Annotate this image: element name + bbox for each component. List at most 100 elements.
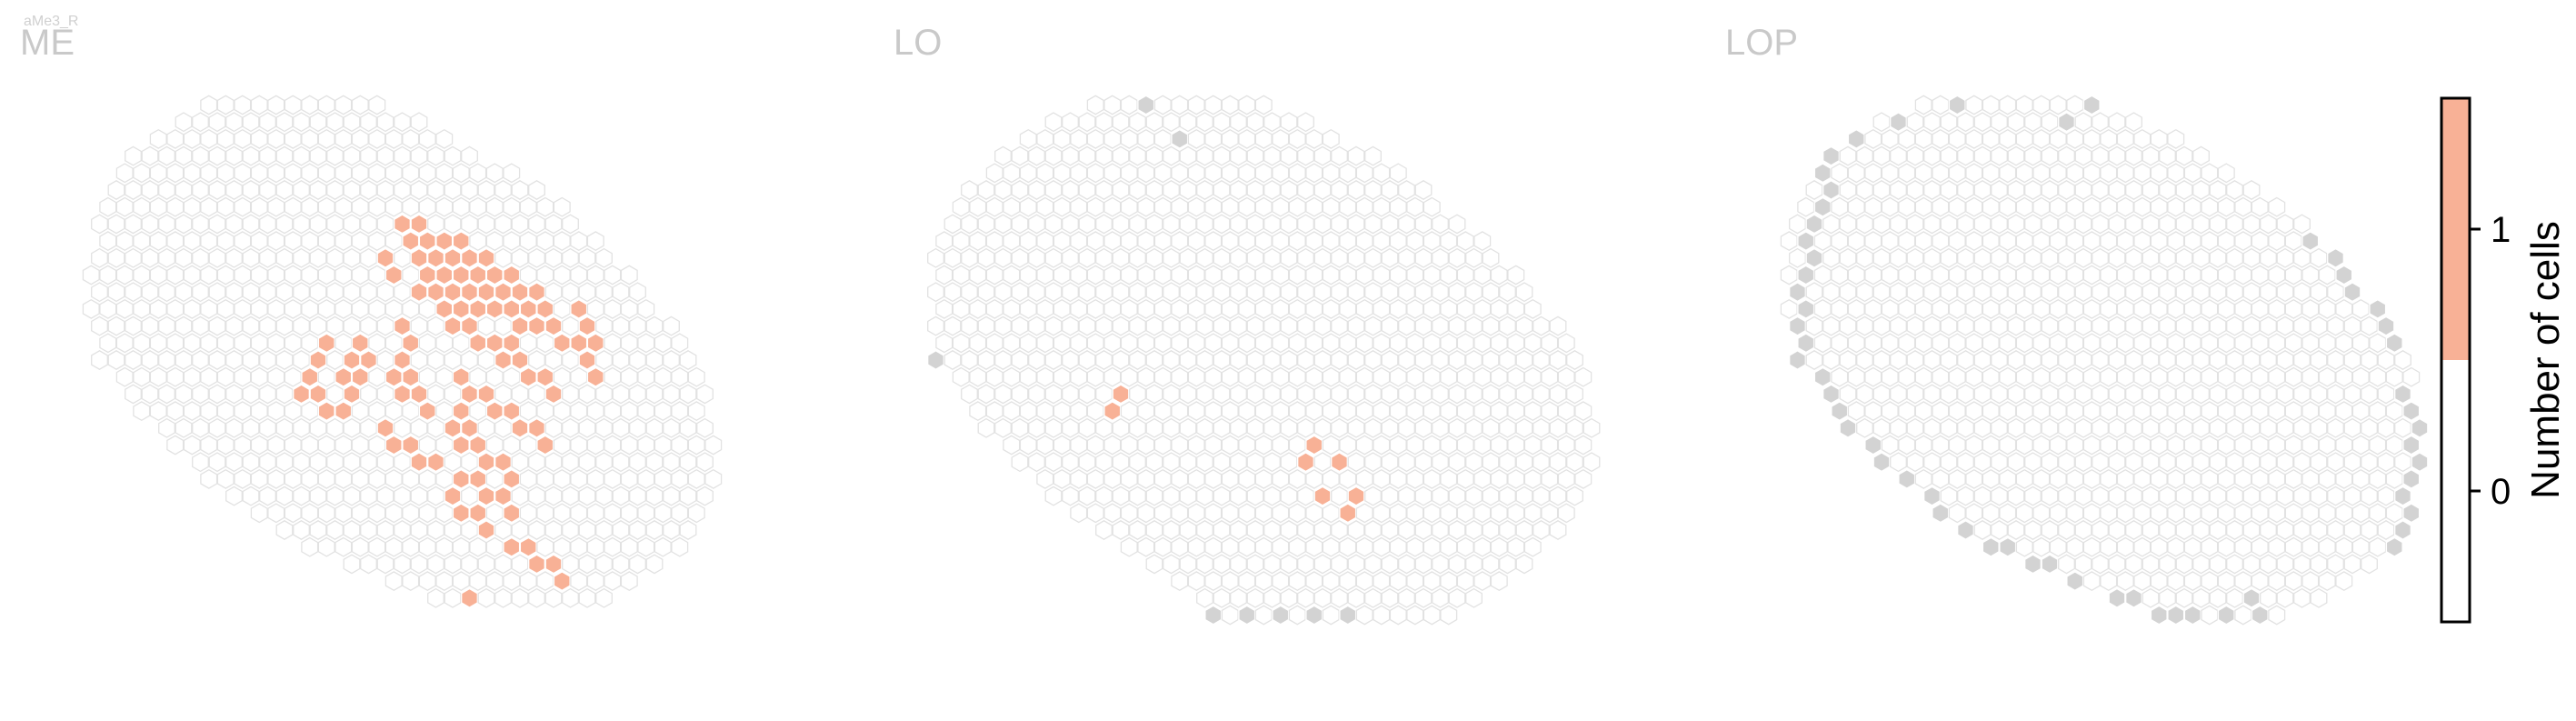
hex-cell <box>511 520 529 540</box>
hex-cell <box>2015 231 2033 252</box>
hex-cell <box>704 435 723 456</box>
hex-cell <box>1507 265 1525 285</box>
hex-cell <box>225 384 243 405</box>
hex-cell <box>259 417 276 438</box>
hex-cell <box>1364 214 1382 235</box>
hex-cell <box>343 112 361 133</box>
hex-cell <box>2192 145 2210 166</box>
hex-cell <box>1120 128 1138 149</box>
hex-cell <box>2049 231 2067 252</box>
hex-cell <box>1246 145 1264 166</box>
hex-cell <box>1831 333 1849 354</box>
hex-cell <box>1965 333 1983 354</box>
hex-cell <box>2041 145 2059 166</box>
hex-cell <box>376 350 394 370</box>
hex-cell <box>1355 333 1373 354</box>
hex-cell <box>1019 265 1037 285</box>
hex-cell <box>1196 486 1213 506</box>
hex-cell <box>1948 231 1966 252</box>
hex-cell <box>1204 163 1223 184</box>
hex-cell <box>1053 401 1071 422</box>
hex-cell <box>309 452 327 473</box>
hex-cell <box>1078 417 1096 438</box>
hex-cell <box>175 384 193 405</box>
hex-cell <box>1078 247 1096 268</box>
hex-cell <box>402 468 420 489</box>
hex-cell <box>1839 384 1857 405</box>
hex-cell <box>511 587 529 608</box>
hex-cell <box>696 452 714 473</box>
hex-cell <box>384 401 403 422</box>
hex-cell <box>225 112 243 133</box>
hex-cell <box>1204 231 1223 252</box>
hex-cell <box>1898 196 1916 217</box>
hex-cell <box>2402 366 2421 387</box>
hex-cell <box>192 417 209 438</box>
hex-cell-count-1 <box>1331 452 1348 473</box>
hex-cell <box>2293 214 2311 235</box>
hex-cell <box>1847 265 1865 285</box>
hex-cell <box>1339 366 1357 387</box>
hex-cell <box>2041 417 2059 438</box>
hex-cell <box>250 128 268 149</box>
hex-cell <box>1070 468 1088 489</box>
hex-cell <box>544 350 563 370</box>
hex-cell <box>1347 315 1365 336</box>
hex-cell <box>1053 298 1071 319</box>
hex-cell <box>326 452 344 473</box>
hex-cell <box>1389 366 1407 387</box>
hex-cell <box>2327 350 2344 370</box>
hex-cell <box>1187 265 1205 285</box>
hex-cell <box>1280 452 1298 473</box>
hex-cell <box>2251 571 2269 592</box>
hex-cell <box>1288 333 1306 354</box>
hex-cell <box>1230 247 1247 268</box>
hex-cell <box>570 366 588 387</box>
hex-cell <box>1864 128 1882 149</box>
hex-cell <box>2159 486 2176 506</box>
hex-cell-count-1 <box>485 298 504 319</box>
hex-cell <box>595 520 613 540</box>
hex-cell <box>977 247 995 268</box>
hex-cell <box>2092 180 2109 200</box>
hex-cell <box>2015 298 2033 319</box>
hex-cell <box>1831 231 1849 252</box>
hex-cell <box>1364 247 1382 268</box>
hex-cell <box>1280 384 1298 405</box>
colorbar: 1 0 Number of cells <box>2440 96 2568 624</box>
hex-cell <box>384 333 403 354</box>
hex-cell <box>1414 452 1433 473</box>
hex-cell <box>301 163 319 184</box>
hex-cell <box>1288 163 1306 184</box>
hex-cell <box>242 452 260 473</box>
hex-cell <box>2049 163 2067 184</box>
hex-cell <box>595 282 613 303</box>
hex-cell <box>1053 333 1071 354</box>
hex-cell <box>334 435 353 456</box>
hex-cell <box>2301 503 2320 524</box>
hex-cell <box>275 452 294 473</box>
hex-cell <box>1103 95 1122 115</box>
hex-cell <box>1288 128 1306 149</box>
hex-cell <box>1163 214 1180 235</box>
hex-cell <box>1145 417 1163 438</box>
hex-cell-gray <box>1171 128 1189 149</box>
hex-cell <box>2183 435 2202 456</box>
hex-cell-gray <box>1932 503 1950 524</box>
hex-cell <box>1999 468 2017 489</box>
hex-cell <box>2082 366 2101 387</box>
hex-cell <box>2192 587 2210 608</box>
hex-cell <box>2385 435 2403 456</box>
hex-cell <box>410 520 428 540</box>
hex-cell <box>586 231 604 252</box>
hex-cell <box>1364 350 1382 370</box>
hex-cell <box>1423 605 1441 626</box>
hex-cell <box>1574 468 1593 489</box>
hex-cell <box>1347 384 1365 405</box>
hex-cell <box>259 180 276 200</box>
hex-cell <box>2327 282 2344 303</box>
hex-cell <box>1331 554 1348 575</box>
hex-cell <box>1406 298 1424 319</box>
hex-cell <box>994 214 1012 235</box>
hex-cell-count-1 <box>511 282 529 303</box>
